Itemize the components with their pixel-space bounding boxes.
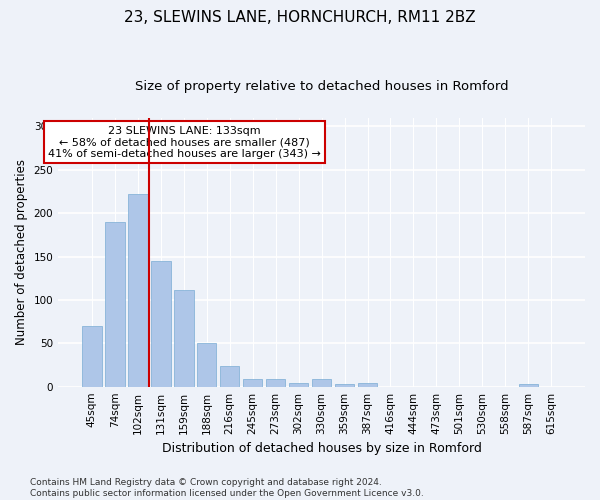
- Bar: [243, 379, 262, 386]
- Bar: [358, 383, 377, 386]
- Title: Size of property relative to detached houses in Romford: Size of property relative to detached ho…: [135, 80, 508, 93]
- Y-axis label: Number of detached properties: Number of detached properties: [15, 159, 28, 345]
- Text: Contains HM Land Registry data © Crown copyright and database right 2024.
Contai: Contains HM Land Registry data © Crown c…: [30, 478, 424, 498]
- Bar: [128, 194, 148, 386]
- Bar: [151, 261, 170, 386]
- Bar: [289, 383, 308, 386]
- Bar: [335, 384, 355, 386]
- Bar: [312, 379, 331, 386]
- X-axis label: Distribution of detached houses by size in Romford: Distribution of detached houses by size …: [161, 442, 482, 455]
- Bar: [174, 290, 194, 386]
- Text: 23, SLEWINS LANE, HORNCHURCH, RM11 2BZ: 23, SLEWINS LANE, HORNCHURCH, RM11 2BZ: [124, 10, 476, 25]
- Bar: [197, 344, 217, 386]
- Bar: [220, 366, 239, 386]
- Bar: [82, 326, 101, 386]
- Bar: [518, 384, 538, 386]
- Bar: [266, 379, 286, 386]
- Text: 23 SLEWINS LANE: 133sqm
← 58% of detached houses are smaller (487)
41% of semi-d: 23 SLEWINS LANE: 133sqm ← 58% of detache…: [48, 126, 321, 159]
- Bar: [105, 222, 125, 386]
